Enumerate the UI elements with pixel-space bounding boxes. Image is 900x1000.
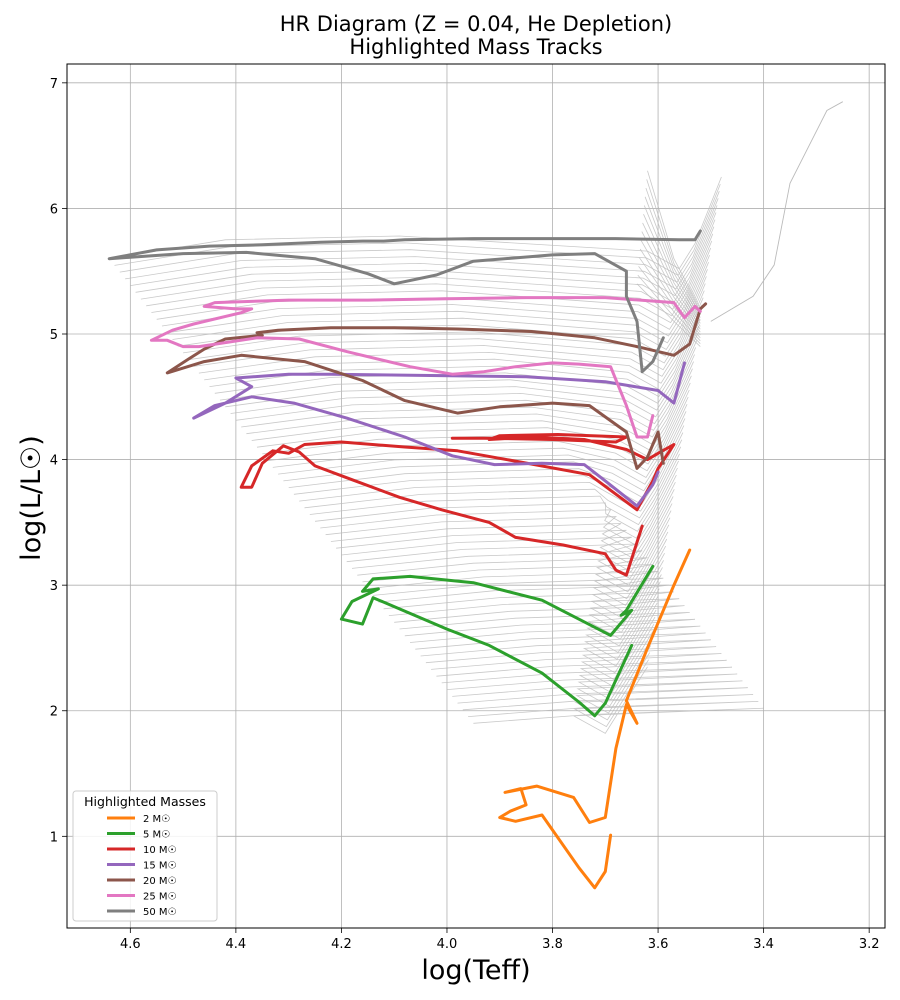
x-tick-label: 3.8	[542, 937, 563, 952]
highlighted-tracks	[107, 229, 708, 890]
background-track	[710, 101, 844, 322]
background-track	[646, 179, 701, 312]
y-tick-label: 6	[50, 202, 58, 217]
plot-frame	[66, 63, 886, 929]
background-track	[330, 474, 677, 553]
background-track	[404, 574, 696, 647]
background-track	[441, 623, 733, 694]
background-track	[346, 496, 674, 573]
background-track	[647, 170, 701, 310]
legend-label: 50 M☉	[143, 907, 177, 918]
x-tick-label: 4.2	[331, 937, 352, 952]
chart-title: HR Diagram (Z = 0.04, He Depletion)	[280, 12, 673, 36]
legend: Highlighted Masses 2 M☉ 5 M☉ 10 M☉ 15 M☉ 20 M…	[72, 790, 218, 922]
background-track	[388, 553, 680, 627]
background-track	[341, 489, 675, 566]
legend-label: 15 M☉	[143, 861, 177, 872]
background-track	[320, 460, 679, 539]
x-axis-label: log(Teff)	[421, 955, 530, 986]
background-track	[304, 439, 683, 519]
background-track	[409, 581, 701, 654]
axes: 4.6 4.4 4.2 4.0 3.8 3.6 3.4 3.2 1 2 3 4 5 6 7	[50, 63, 886, 952]
background-track	[394, 560, 685, 633]
background-track	[638, 266, 701, 342]
background-track	[336, 482, 676, 559]
y-tick-label: 1	[50, 830, 58, 845]
y-tick-label: 2	[50, 705, 58, 720]
series-line	[107, 229, 702, 374]
legend-label: 25 M☉	[143, 892, 177, 903]
background-track	[299, 432, 684, 512]
background-track	[146, 226, 715, 317]
series-line	[339, 564, 655, 718]
legend-label: 5 M☉	[143, 830, 170, 841]
background-track	[644, 196, 701, 318]
series-line	[239, 433, 676, 577]
background-track	[473, 666, 764, 734]
background-track	[431, 609, 722, 681]
background-track	[219, 325, 700, 411]
background-track	[125, 198, 719, 290]
series-line	[149, 296, 702, 439]
background-track	[645, 187, 701, 315]
legend-label: 20 M☉	[143, 876, 177, 887]
background-track	[420, 595, 711, 667]
x-tick-label: 3.2	[859, 937, 880, 952]
background-track	[209, 311, 702, 398]
background-track	[367, 524, 670, 600]
background-track	[446, 631, 738, 701]
y-tick-label: 4	[50, 454, 58, 469]
x-tick-label: 3.6	[648, 937, 669, 952]
legend-label: 10 M☉	[143, 845, 177, 856]
background-track	[241, 354, 695, 438]
x-tick-label: 4.4	[226, 937, 247, 952]
background-track	[309, 446, 682, 526]
y-axis-label: log(L/L☉)	[16, 435, 47, 561]
background-track	[383, 545, 674, 620]
background-track	[325, 467, 678, 546]
x-tick-label: 3.4	[753, 937, 774, 952]
background-track	[140, 219, 716, 310]
background-track	[204, 304, 703, 391]
legend-title: Highlighted Masses	[84, 794, 206, 809]
x-tick-label: 4.6	[120, 937, 141, 952]
series-line	[498, 548, 692, 890]
background-track	[399, 567, 690, 640]
legend-label: 2 M☉	[143, 814, 170, 825]
background-track	[643, 205, 701, 321]
background-track	[351, 503, 673, 580]
background-track	[235, 347, 697, 431]
series-line	[165, 302, 708, 470]
x-tick-label: 4.0	[437, 937, 458, 952]
background-track	[452, 638, 743, 707]
background-track	[293, 425, 685, 505]
background-track	[415, 588, 706, 660]
background-track	[641, 231, 701, 330]
background-track	[172, 262, 709, 351]
y-tick-label: 3	[50, 579, 58, 594]
background-track	[130, 205, 718, 297]
background-track	[135, 212, 717, 303]
legend-box	[72, 790, 218, 922]
background-track	[188, 283, 706, 371]
background-track	[198, 297, 704, 384]
background-track	[436, 616, 727, 687]
background-track	[639, 257, 701, 339]
background-track	[642, 222, 701, 327]
chart-subtitle: Highlighted Mass Tracks	[349, 35, 602, 59]
background-track	[457, 645, 748, 714]
background-track	[278, 404, 688, 485]
series-line	[192, 361, 686, 508]
background-track	[362, 517, 671, 593]
background-track	[640, 240, 701, 333]
background-track	[357, 510, 672, 586]
background-track	[373, 531, 669, 606]
y-tick-label: 5	[50, 328, 58, 343]
y-tick-label: 7	[50, 77, 58, 92]
